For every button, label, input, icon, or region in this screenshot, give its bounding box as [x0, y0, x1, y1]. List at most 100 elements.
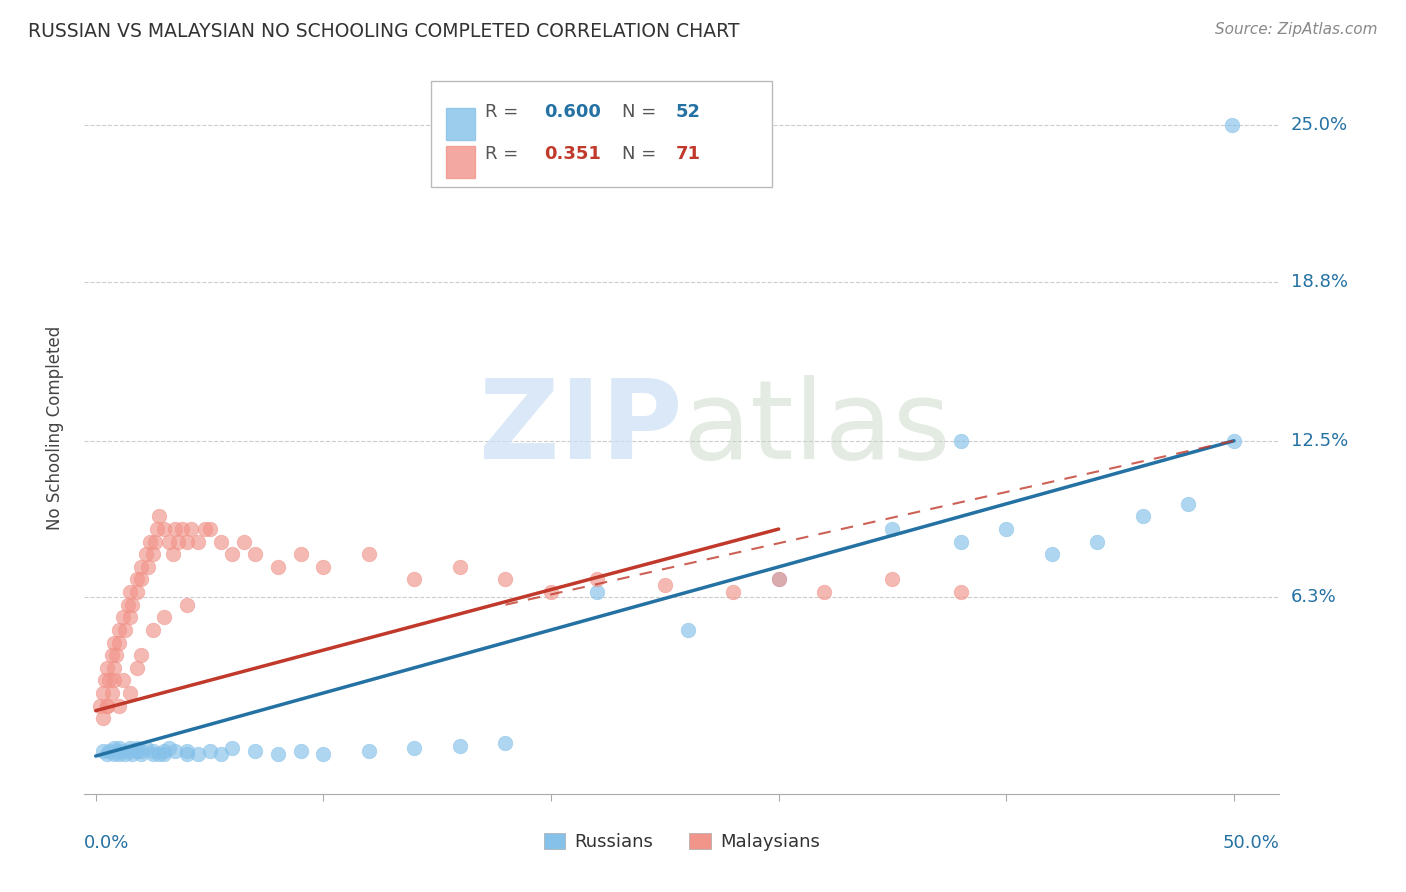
Point: [153, 522, 176, 536]
Point: [103, 747, 125, 761]
Point: [187, 747, 209, 761]
Point: [404, 741, 426, 756]
Point: [142, 547, 165, 561]
Point: [125, 661, 148, 675]
Point: [1040, 547, 1063, 561]
Point: [129, 744, 152, 758]
Point: [107, 635, 129, 649]
Point: [112, 744, 135, 758]
Point: [136, 560, 159, 574]
Point: [96, 747, 118, 761]
Text: 0.600: 0.600: [544, 103, 602, 121]
Point: [135, 547, 157, 561]
Point: [357, 744, 380, 758]
Point: [148, 509, 170, 524]
Text: 6.3%: 6.3%: [1291, 588, 1336, 607]
Point: [187, 534, 209, 549]
Point: [98, 673, 121, 688]
Point: [135, 741, 157, 756]
Point: [449, 560, 471, 574]
Point: [121, 598, 143, 612]
Point: [290, 744, 312, 758]
Point: [89, 698, 111, 713]
Point: [221, 741, 243, 756]
Point: [125, 744, 148, 758]
Point: [1132, 509, 1154, 524]
Point: [209, 534, 232, 549]
Point: [267, 747, 290, 761]
Point: [585, 585, 607, 599]
Point: [357, 547, 380, 561]
Text: 0.351: 0.351: [544, 145, 602, 162]
Point: [105, 744, 128, 758]
Point: [118, 610, 141, 624]
Point: [153, 610, 176, 624]
Point: [142, 744, 165, 758]
Point: [495, 736, 517, 750]
Point: [176, 747, 198, 761]
Point: [153, 747, 176, 761]
Point: [146, 522, 169, 536]
Point: [654, 577, 676, 591]
Point: [107, 741, 129, 756]
Point: [768, 573, 790, 587]
Point: [96, 698, 118, 713]
Point: [117, 598, 139, 612]
Point: [1085, 534, 1108, 549]
Point: [98, 744, 121, 758]
Point: [157, 534, 180, 549]
Text: 50.0%: 50.0%: [1223, 834, 1279, 852]
Point: [176, 598, 198, 612]
Point: [100, 686, 122, 700]
Point: [129, 648, 152, 662]
Text: atlas: atlas: [682, 375, 950, 482]
Point: [243, 547, 266, 561]
Point: [142, 747, 165, 761]
Point: [449, 739, 471, 753]
Point: [103, 741, 125, 756]
Point: [114, 747, 136, 761]
Point: [153, 744, 176, 758]
Text: 52: 52: [676, 103, 702, 121]
Point: [1220, 119, 1243, 133]
Point: [176, 744, 198, 758]
Point: [148, 747, 170, 761]
Point: [768, 573, 790, 587]
Point: [813, 585, 835, 599]
Text: RUSSIAN VS MALAYSIAN NO SCHOOLING COMPLETED CORRELATION CHART: RUSSIAN VS MALAYSIAN NO SCHOOLING COMPLE…: [28, 22, 740, 41]
Text: 25.0%: 25.0%: [1291, 117, 1348, 135]
Point: [585, 573, 607, 587]
Point: [949, 434, 972, 448]
Point: [118, 741, 141, 756]
Point: [166, 534, 188, 549]
FancyBboxPatch shape: [447, 145, 475, 178]
Text: 18.8%: 18.8%: [1291, 273, 1347, 291]
Point: [94, 673, 117, 688]
Point: [143, 534, 166, 549]
Y-axis label: No Schooling Completed: No Schooling Completed: [45, 326, 63, 530]
Point: [125, 585, 148, 599]
Point: [194, 522, 217, 536]
Point: [312, 560, 335, 574]
Point: [114, 623, 136, 637]
Point: [243, 744, 266, 758]
Point: [103, 635, 125, 649]
Point: [91, 744, 114, 758]
Point: [676, 623, 699, 637]
Point: [139, 534, 162, 549]
Point: [172, 522, 194, 536]
Point: [949, 585, 972, 599]
Text: Source: ZipAtlas.com: Source: ZipAtlas.com: [1215, 22, 1378, 37]
Point: [198, 744, 221, 758]
Point: [121, 747, 143, 761]
Point: [949, 534, 972, 549]
Point: [180, 522, 202, 536]
Point: [105, 648, 128, 662]
Point: [995, 522, 1018, 536]
Point: [267, 560, 290, 574]
Point: [157, 741, 180, 756]
Point: [112, 610, 135, 624]
Point: [118, 686, 141, 700]
Text: N =: N =: [623, 145, 662, 162]
Point: [721, 585, 744, 599]
